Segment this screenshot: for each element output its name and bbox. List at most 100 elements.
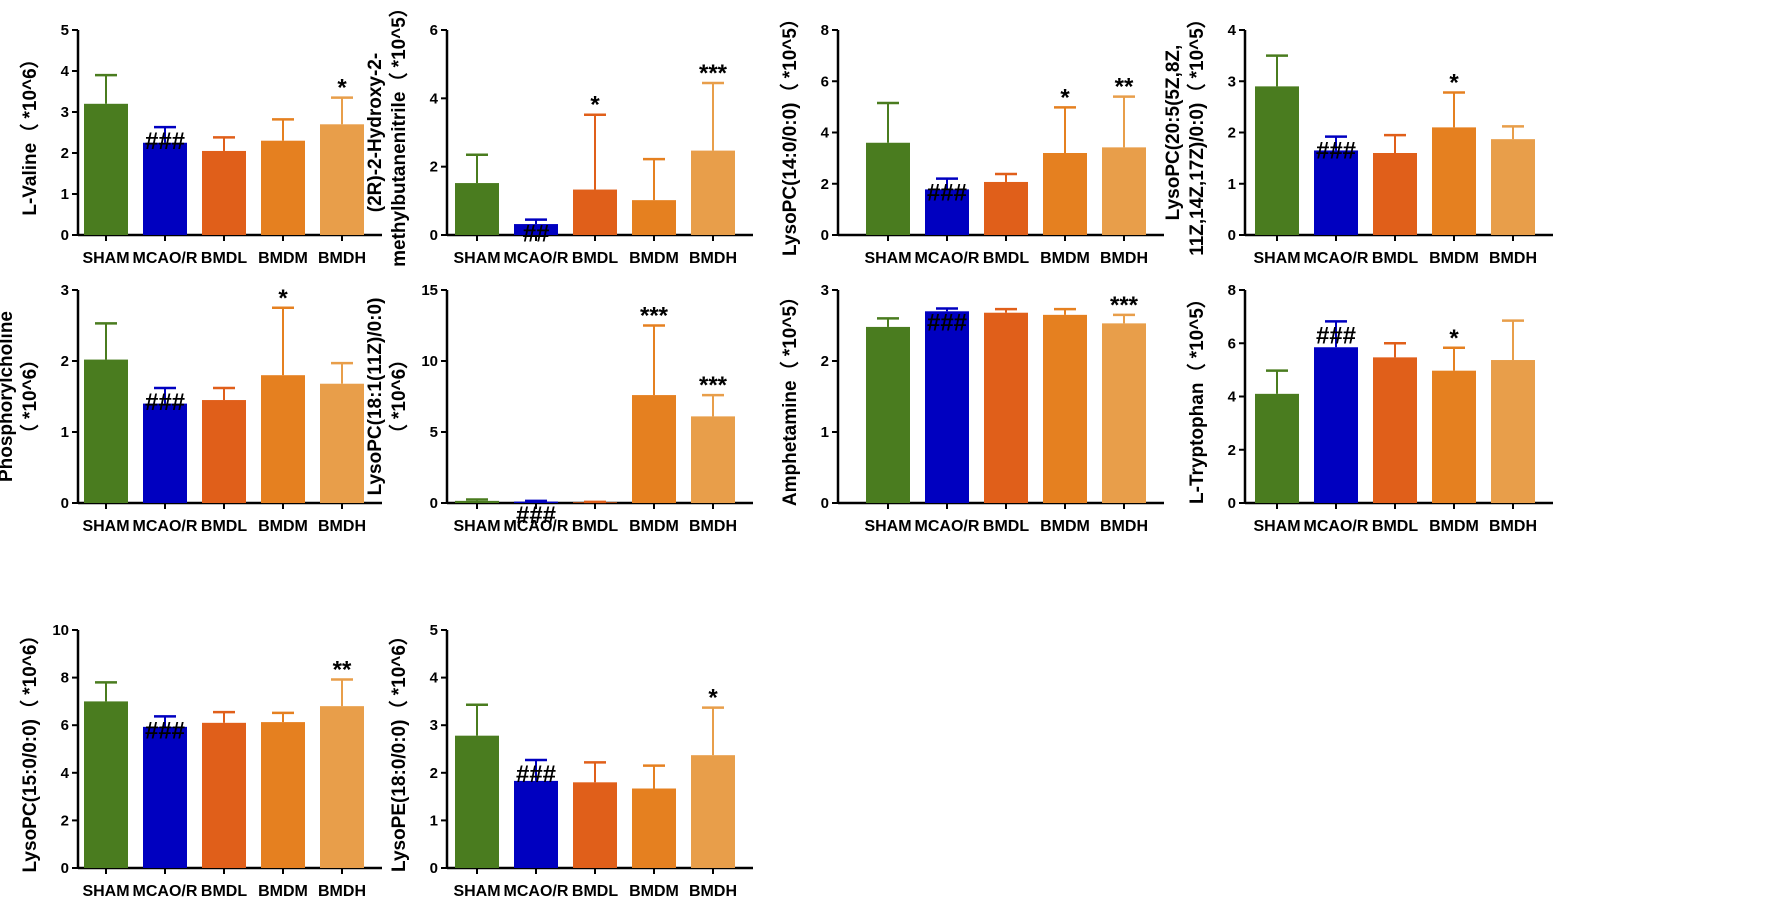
x-tick-label: SHAM xyxy=(453,883,500,897)
x-tick-label: MCAO/R xyxy=(504,250,569,267)
chart-panel-5: 0 1 2 3 Phosphorylcholine （ *10^6） SHAM MCAO/R #… xyxy=(0,282,382,535)
y-tick-label: 4 xyxy=(61,765,70,782)
x-tick-label: BMDH xyxy=(1100,518,1148,535)
bar-bmdh xyxy=(691,416,735,503)
y-axis-label: （ *10^6） xyxy=(387,350,410,443)
significance-label: ### xyxy=(1316,138,1356,165)
y-tick-label: 0 xyxy=(61,227,69,244)
significance-label: ### xyxy=(927,180,967,207)
significance-label: ** xyxy=(1115,74,1134,101)
significance-label: *** xyxy=(699,372,728,399)
x-tick-label: BMDH xyxy=(318,883,366,897)
x-tick-label: SHAM xyxy=(1253,518,1300,535)
bar-bmdl xyxy=(202,150,246,235)
significance-label: ### xyxy=(145,717,185,744)
bar-bmdh xyxy=(1491,360,1535,503)
bar-bmdh xyxy=(691,150,735,235)
x-tick-label: SHAM xyxy=(453,250,500,267)
x-tick-label: MCAO/R xyxy=(133,250,198,267)
y-axis-label: (2R)-2-Hydroxy-2- xyxy=(365,53,386,212)
y-tick-label: 2 xyxy=(1228,442,1236,459)
y-tick-label: 1 xyxy=(61,424,69,441)
y-tick-label: 0 xyxy=(1228,227,1236,244)
y-tick-label: 6 xyxy=(430,22,438,39)
y-axis-label: Amphetamine（ *10^5） xyxy=(778,287,801,506)
bar-mcao-r xyxy=(143,142,187,235)
x-tick-label: BMDH xyxy=(1100,250,1148,267)
y-axis-label: methylbutanenitrile（ *10^5） xyxy=(387,0,410,267)
bar-mcao-r xyxy=(514,501,558,503)
x-tick-label: BMDM xyxy=(258,250,308,267)
significance-label: ## xyxy=(523,221,550,248)
y-tick-label: 4 xyxy=(821,125,830,142)
bar-sham xyxy=(455,735,499,868)
bar-bmdm xyxy=(1043,153,1087,235)
x-tick-label: BMDH xyxy=(689,883,737,897)
chart-panel-2: 0 2 4 6 (2R)-2-Hydroxy-2- methylbutanenitrile… xyxy=(365,0,753,267)
y-axis-label: （ *10^6） xyxy=(18,350,41,443)
x-tick-label: BMDL xyxy=(983,250,1029,267)
bar-sham xyxy=(84,103,128,235)
x-tick-label: SHAM xyxy=(82,250,129,267)
y-tick-label: 8 xyxy=(1228,282,1236,299)
bar-mcao-r xyxy=(143,726,187,868)
x-tick-label: BMDM xyxy=(258,883,308,897)
chart-panel-6: 0 5 10 15 LysoPC(18:1(11Z)/0:0) （ *10^6） SHAM M… xyxy=(365,282,753,535)
y-tick-label: 3 xyxy=(1228,73,1236,90)
x-tick-label: SHAM xyxy=(82,518,129,535)
chart-panel-8: 0 2 4 6 8 L-Tryptophan（ *10^5） SHAM MCAO/R ### BM… xyxy=(1185,282,1553,535)
x-tick-label: MCAO/R xyxy=(915,518,980,535)
y-tick-label: 2 xyxy=(61,812,69,829)
bar-sham xyxy=(866,142,910,235)
y-tick-label: 2 xyxy=(1228,125,1236,142)
significance-label: * xyxy=(1449,325,1459,352)
significance-label: * xyxy=(1060,84,1070,111)
x-tick-label: BMDM xyxy=(1040,250,1090,267)
x-tick-label: MCAO/R xyxy=(1304,250,1369,267)
bar-bmdh xyxy=(320,124,364,235)
y-tick-label: 3 xyxy=(430,717,438,734)
x-tick-label: BMDL xyxy=(983,518,1029,535)
x-tick-label: BMDL xyxy=(201,250,247,267)
x-tick-label: BMDH xyxy=(318,518,366,535)
bar-sham xyxy=(455,183,499,235)
bar-bmdl xyxy=(1373,357,1417,503)
chart-panel-1: 0 1 2 3 4 5 L-Valine（ *10^6） SHAM MCAO/R ### BMDL B… xyxy=(18,22,382,267)
x-tick-label: SHAM xyxy=(82,883,129,897)
y-tick-label: 6 xyxy=(821,73,829,90)
y-tick-label: 2 xyxy=(430,159,438,176)
bar-bmdm xyxy=(261,140,305,235)
bar-bmdl xyxy=(573,502,617,503)
x-tick-label: BMDL xyxy=(201,883,247,897)
y-tick-label: 0 xyxy=(61,495,69,512)
bar-bmdh xyxy=(1491,139,1535,235)
y-tick-label: 10 xyxy=(52,622,69,639)
x-tick-label: BMDH xyxy=(689,518,737,535)
y-tick-label: 4 xyxy=(61,63,70,80)
y-tick-label: 10 xyxy=(421,353,438,370)
y-tick-label: 8 xyxy=(821,22,829,39)
bar-bmdl xyxy=(1373,153,1417,235)
x-tick-label: BMDM xyxy=(1429,518,1479,535)
y-axis-label: L-Valine（ *10^6） xyxy=(18,49,41,215)
x-tick-label: BMDM xyxy=(1429,250,1479,267)
y-tick-label: 0 xyxy=(821,227,829,244)
y-axis-label: LysoPC(18:1(11Z)/0:0) xyxy=(365,298,386,496)
x-tick-label: SHAM xyxy=(453,518,500,535)
y-axis-label: LysoPC(14:0/0:0)（ *10^5） xyxy=(778,9,801,256)
y-tick-label: 1 xyxy=(821,424,829,441)
x-tick-label: BMDM xyxy=(258,518,308,535)
significance-label: * xyxy=(590,92,600,119)
y-axis-label: LysoPC(20:5(5Z,8Z, xyxy=(1163,45,1184,221)
chart-panel-7: 0 1 2 3 Amphetamine（ *10^5） SHAM MCAO/R ### BMDL… xyxy=(778,282,1164,535)
x-tick-label: BMDL xyxy=(1372,250,1418,267)
x-tick-label: MCAO/R xyxy=(133,883,198,897)
x-tick-label: BMDM xyxy=(1040,518,1090,535)
chart-panel-3: 0 2 4 6 8 LysoPC(14:0/0:0)（ *10^5） SHAM MCAO/R #… xyxy=(778,9,1164,267)
y-tick-label: 4 xyxy=(1228,22,1237,39)
y-tick-label: 4 xyxy=(430,90,439,107)
y-tick-label: 1 xyxy=(430,812,438,829)
bar-bmdm xyxy=(1043,314,1087,503)
y-tick-label: 2 xyxy=(821,353,829,370)
y-tick-label: 1 xyxy=(61,186,69,203)
